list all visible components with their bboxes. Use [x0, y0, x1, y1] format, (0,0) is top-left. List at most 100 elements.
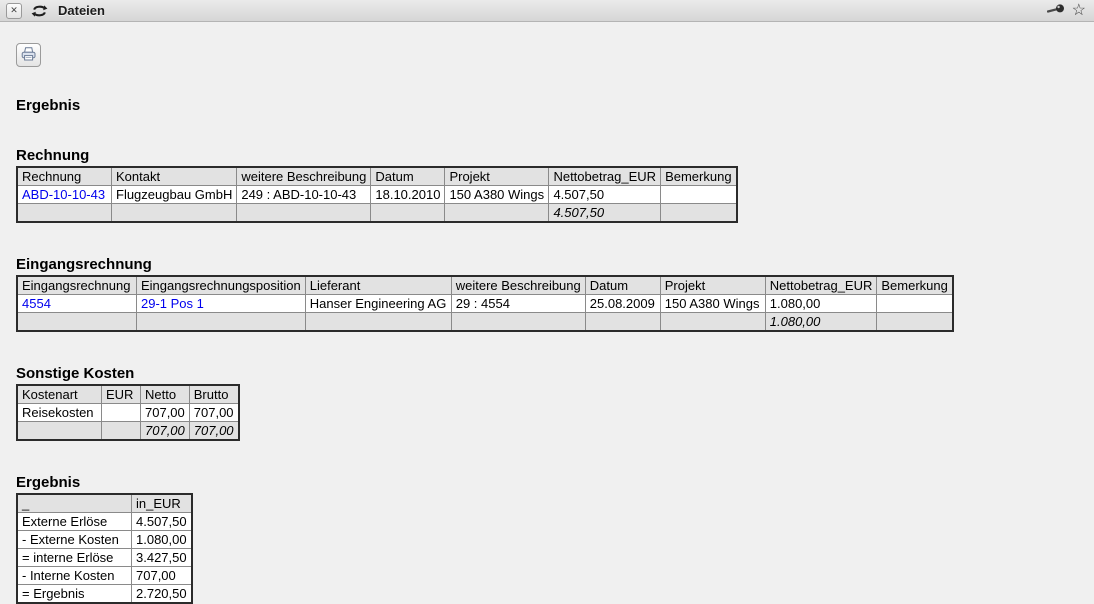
sonstige-kosten-table-container: Kostenart EUR Netto Brutto Reisekosten 707,0…: [16, 384, 1094, 441]
eingangsrechnung-column-header: Lieferant: [304, 275, 452, 295]
eingangsrechnung-column-header: Bemerkung: [876, 275, 954, 295]
rechnung-column-header: weitere Beschreibung: [236, 166, 372, 186]
sonstige-kosten-column-header: Kostenart: [16, 384, 102, 404]
rechnung-cell[interactable]: ABD-10-10-43: [16, 185, 112, 204]
sync-icon[interactable]: [31, 4, 48, 17]
eingangsrechnung-sum-row: 1.080,00: [16, 312, 954, 332]
sonstige-kosten-cell: [101, 403, 141, 422]
ergebnis-column-header: _: [16, 493, 132, 513]
eingangsrechnung-cell[interactable]: 29-1 Pos 1: [136, 294, 306, 313]
ergebnis-cell: - Externe Kosten: [16, 530, 132, 549]
eingangsrechnung-row: 4554 29-1 Pos 1 Hanser Engineering AG 29 : …: [16, 294, 954, 313]
print-icon: [20, 46, 37, 65]
eingangsrechnung-cell: 25.08.2009: [584, 294, 661, 313]
rechnung-cell: [660, 185, 738, 204]
ergebnis-table: _ in_EUR Externe Erlöse 4.507,50- Externe K…: [16, 493, 193, 604]
window-titlebar: ✕ Dateien ☆: [0, 0, 1094, 22]
close-icon: ✕: [10, 5, 18, 15]
page-title: Ergebnis: [16, 97, 81, 114]
ergebnis-cell: = interne Erlöse: [16, 548, 132, 567]
ergebnis-section: Ergebnis _ in_EUR Externe Erlöse 4.507,50- …: [16, 474, 1094, 604]
sonstige-kosten-table: Kostenart EUR Netto Brutto Reisekosten 707,0…: [16, 384, 240, 441]
pin-button[interactable]: [1046, 3, 1066, 18]
content-area: Ergebnis Rechnung Rechnung Kontakt weitere…: [0, 22, 1094, 604]
ergebnis-cell: - Interne Kosten: [16, 566, 132, 585]
rechnung-cell: 4.507,50: [548, 185, 662, 204]
rechnung-section: Rechnung Rechnung Kontakt weitere Beschrei…: [16, 147, 1094, 223]
rechnung-column-header: Bemerkung: [660, 166, 738, 186]
rechnung-column-header: Rechnung: [16, 166, 112, 186]
ergebnis-row: Externe Erlöse 4.507,50: [16, 512, 193, 531]
ergebnis-cell: 1.080,00: [130, 530, 193, 549]
ergebnis-row: - Interne Kosten 707,00: [16, 566, 193, 585]
ergebnis-cell: 3.427,50: [130, 548, 193, 567]
sonstige-kosten-sum-cell: [101, 421, 141, 441]
rechnung-sum-cell: [444, 203, 550, 223]
sonstige-kosten-section: Sonstige Kosten Kostenart EUR Netto Brutto R…: [16, 365, 1094, 441]
ergebnis-cell: 4.507,50: [130, 512, 193, 531]
rechnung-column-header: Projekt: [444, 166, 550, 186]
rechnung-heading: Rechnung: [16, 147, 90, 164]
eingangsrechnung-cell: 1.080,00: [764, 294, 878, 313]
sonstige-kosten-column-header: EUR: [101, 384, 141, 404]
eingangsrechnung-column-header: Eingangsrechnung: [16, 275, 137, 295]
sonstige-kosten-cell: Reisekosten: [16, 403, 102, 422]
rechnung-column-header: Datum: [370, 166, 446, 186]
eingangsrechnung-sum-cell: [16, 312, 137, 332]
rechnung-sum-cell: [370, 203, 446, 223]
eingangsrechnung-cell[interactable]: 4554: [16, 294, 137, 313]
rechnung-table: Rechnung Kontakt weitere Beschreibung Datum…: [16, 166, 739, 223]
ergebnis-row: - Externe Kosten 1.080,00: [16, 530, 193, 549]
sonstige-kosten-sum-cell: 707,00: [188, 421, 240, 441]
eingangsrechnung-column-header: Nettobetrag_EUR: [764, 275, 878, 295]
ergebnis-heading: Ergebnis: [16, 474, 81, 491]
eingangsrechnung-sum-cell: 1.080,00: [764, 312, 878, 332]
eingangsrechnung-link[interactable]: 29-1 Pos 1: [141, 296, 204, 311]
rechnung-sum-cell: [236, 203, 372, 223]
rechnung-sum-cell: [16, 203, 112, 223]
pin-icon: [1046, 3, 1066, 18]
sonstige-kosten-sum-cell: [16, 421, 102, 441]
eingangsrechnung-sum-cell: [584, 312, 661, 332]
rechnung-cell: Flugzeugbau GmbH: [110, 185, 238, 204]
eingangsrechnung-sum-cell: [876, 312, 954, 332]
rechnung-cell: 249 : ABD-10-10-43: [236, 185, 372, 204]
eingangsrechnung-sum-cell: [136, 312, 306, 332]
ergebnis-table-container: _ in_EUR Externe Erlöse 4.507,50- Externe K…: [16, 493, 1094, 604]
rechnung-row: ABD-10-10-43 Flugzeugbau GmbH 249 : ABD-10…: [16, 185, 738, 204]
sonstige-kosten-cell: 707,00: [140, 403, 190, 422]
star-button[interactable]: ☆: [1071, 1, 1086, 19]
eingangsrechnung-column-header: Eingangsrechnungsposition: [136, 275, 306, 295]
eingangsrechnung-cell: 150 A380 Wings: [659, 294, 766, 313]
sonstige-kosten-heading: Sonstige Kosten: [16, 365, 135, 382]
eingangsrechnung-sum-cell: [304, 312, 452, 332]
sonstige-kosten-sum-cell: 707,00: [140, 421, 190, 441]
eingangsrechnung-link[interactable]: 4554: [22, 296, 51, 311]
eingangsrechnung-sum-cell: [450, 312, 586, 332]
rechnung-cell: 150 A380 Wings: [444, 185, 550, 204]
eingangsrechnung-column-header: weitere Beschreibung: [450, 275, 586, 295]
close-button[interactable]: ✕: [6, 2, 22, 19]
rechnung-table-container: Rechnung Kontakt weitere Beschreibung Datum…: [16, 166, 1094, 223]
ergebnis-cell: 2.720,50: [130, 584, 193, 604]
eingangsrechnung-heading: Eingangsrechnung: [16, 256, 152, 273]
ergebnis-cell: 707,00: [130, 566, 193, 585]
rechnung-link[interactable]: ABD-10-10-43: [22, 187, 106, 202]
eingangsrechnung-section: Eingangsrechnung Eingangsrechnung Eingang…: [16, 256, 1094, 332]
sonstige-kosten-column-header: Brutto: [188, 384, 240, 404]
rechnung-column-header: Nettobetrag_EUR: [548, 166, 662, 186]
rechnung-sum-cell: 4.507,50: [548, 203, 662, 223]
eingangsrechnung-column-header: Datum: [584, 275, 661, 295]
eingangsrechnung-cell: Hanser Engineering AG: [304, 294, 452, 313]
ergebnis-column-header: in_EUR: [130, 493, 193, 513]
print-button[interactable]: [16, 43, 41, 67]
sonstige-kosten-cell: 707,00: [188, 403, 240, 422]
eingangsrechnung-cell: [876, 294, 954, 313]
rechnung-column-header: Kontakt: [110, 166, 238, 186]
star-icon: ☆: [1071, 1, 1086, 19]
ergebnis-row: = interne Erlöse 3.427,50: [16, 548, 193, 567]
ergebnis-row: = Ergebnis 2.720,50: [16, 584, 193, 604]
rechnung-sum-row: 4.507,50: [16, 203, 738, 223]
eingangsrechnung-cell: 29 : 4554: [450, 294, 586, 313]
window-title: Dateien: [58, 3, 105, 18]
